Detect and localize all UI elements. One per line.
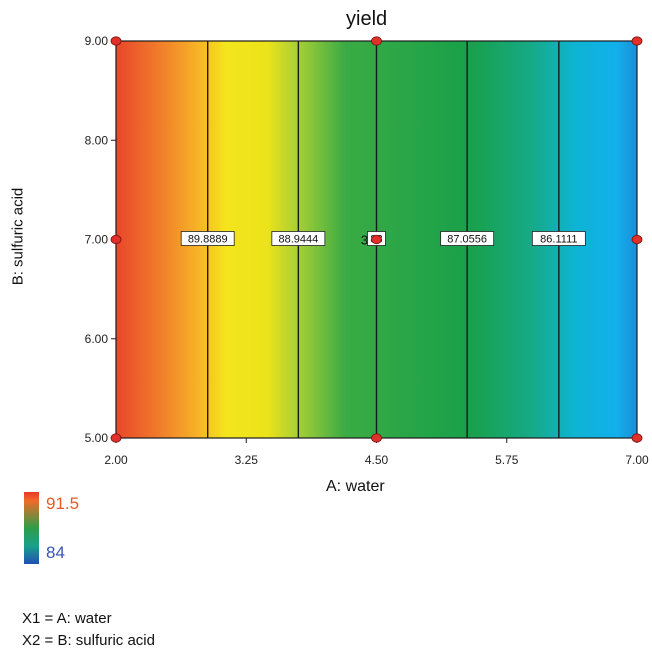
contour-label-box (531, 231, 586, 246)
design-point-6 (631, 234, 643, 245)
design-point-1 (110, 36, 122, 46)
design-point-2 (371, 36, 382, 46)
design-point-3 (631, 36, 643, 46)
y-tick-label: 5.00 (85, 431, 109, 445)
design-point-7 (110, 433, 122, 443)
center-replicate-count: 3 (361, 233, 368, 248)
contour-label-4: 87.0556 (447, 234, 487, 246)
contour-label-1: 89.8889 (188, 234, 228, 246)
design-point-5 (371, 234, 382, 245)
design-point-4 (110, 234, 122, 245)
factor-x2-label: X2 = B: sulfuric acid (22, 632, 155, 649)
chart-title: yield (346, 8, 388, 30)
y-tick-label: 9.00 (85, 34, 109, 48)
factor-x1-label: X1 = A: water (22, 610, 112, 627)
design-point-9 (631, 433, 643, 443)
legend-min-label: 84 (46, 543, 65, 562)
contour-label-2: 88.9444 (278, 234, 318, 246)
legend-max-label: 91.5 (46, 494, 80, 513)
contour-label-box (180, 231, 235, 246)
contour-label-5: 86.1111 (540, 234, 577, 246)
x-tick-label: 3.25 (235, 453, 259, 467)
contour-plot: 2.00 3.25 4.50 5.75 7.00 5.00 6.00 7.00 8.00 9.00… (85, 34, 649, 467)
contour-label-box (271, 231, 326, 246)
contour-label-box (440, 231, 495, 246)
x-tick-label: 2.00 (104, 453, 128, 467)
x-axis-label: A: water (326, 478, 385, 495)
design-point-8 (371, 433, 382, 443)
color-legend-bar (24, 492, 39, 564)
y-tick-label: 6.00 (85, 332, 109, 346)
x-tick-label: 7.00 (625, 453, 649, 467)
x-tick-label: 5.75 (495, 453, 519, 467)
y-tick-label: 7.00 (85, 233, 109, 247)
y-tick-label: 8.00 (85, 133, 109, 147)
x-tick-label: 4.50 (365, 453, 389, 467)
